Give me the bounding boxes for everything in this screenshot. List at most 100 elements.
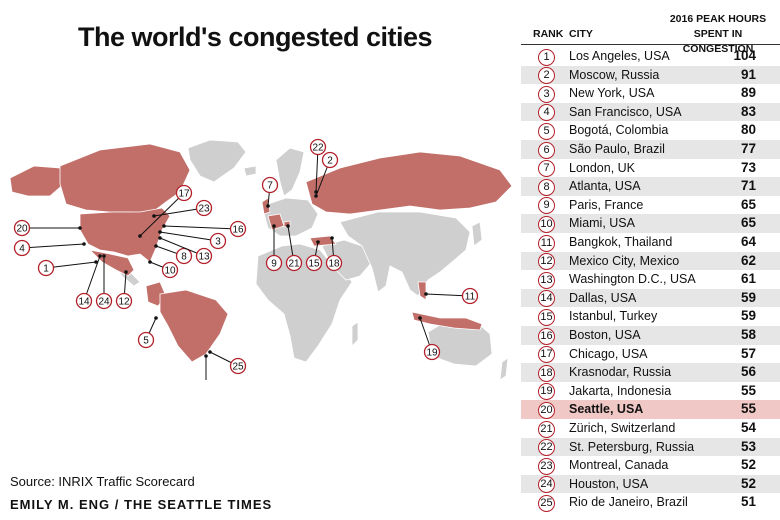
thailand-shape — [417, 281, 427, 301]
leader-line — [153, 207, 205, 217]
leader-line — [45, 261, 97, 269]
rank-badge: 2 — [538, 67, 555, 85]
rank-badge: 14 — [538, 290, 555, 308]
city-name: Miami, USA — [569, 216, 635, 231]
marker-circle — [423, 343, 441, 361]
city-dot — [286, 224, 290, 228]
asia-shape — [339, 211, 471, 297]
city-marker-19: 19 — [418, 316, 441, 361]
hours-value: 77 — [740, 141, 756, 156]
table-row: 1 Los Angeles, USA 104 — [521, 47, 780, 66]
city-dot — [158, 230, 162, 234]
table-row: 24 Houston, USA 52 — [521, 474, 780, 494]
rank-badge: 9 — [538, 197, 555, 215]
scandinavia-shape — [275, 147, 305, 197]
marker-circle — [305, 254, 323, 272]
chart-title: The world's congested cities — [78, 22, 433, 52]
city-name: Moscow, Russia — [569, 67, 660, 82]
table-row: 13 Washington D.C., USA 61 — [521, 270, 780, 289]
greenland-shape — [187, 139, 247, 183]
marker-label: 3 — [215, 237, 221, 248]
world-map: 1234567891011121314151617181920212223242… — [9, 138, 513, 380]
city-marker-18: 18 — [325, 236, 343, 272]
marker-label: 24 — [98, 297, 110, 308]
city-dot — [330, 236, 334, 240]
brazil-shape — [159, 289, 229, 363]
city-name: Istanbul, Turkey — [569, 309, 658, 324]
rank-badge: 19 — [538, 383, 555, 401]
rank-badge: 17 — [538, 346, 555, 364]
city-marker-3: 3 — [158, 230, 227, 250]
city-name: Chicago, USA — [569, 346, 648, 361]
hours-value: 52 — [740, 475, 756, 491]
rank-badge: 20 — [538, 401, 555, 419]
city-name: London, UK — [569, 160, 636, 175]
marker-circle — [285, 254, 303, 272]
marker-circle — [161, 261, 179, 279]
city-marker-13: 13 — [158, 236, 213, 265]
hours-value: 57 — [740, 345, 756, 361]
marker-label: 20 — [16, 224, 28, 235]
leader-line — [21, 243, 85, 249]
source-note: Source: INRIX Traffic Scorecard — [10, 474, 195, 489]
city-marker-9: 9 — [265, 224, 283, 272]
hours-value: 73 — [740, 159, 756, 175]
marker-label: 13 — [198, 252, 210, 263]
marker-circle — [13, 219, 31, 237]
marker-circle — [229, 357, 247, 375]
leader-line — [159, 231, 219, 242]
marker-label: 10 — [164, 266, 176, 277]
city-marker-7: 7 — [261, 176, 279, 208]
table-row: 11 Bangkok, Thailand 64 — [521, 233, 780, 252]
city-marker-22: 22 — [309, 138, 327, 194]
city-name: New York, USA — [569, 86, 655, 101]
city-name: Seattle, USA — [569, 402, 644, 417]
hours-value: 104 — [733, 48, 756, 63]
table-row: 17 Chicago, USA 57 — [521, 345, 780, 364]
marker-label: 12 — [118, 297, 130, 308]
city-name: Los Angeles, USA — [569, 49, 670, 63]
city-name: Zürich, Switzerland — [569, 421, 676, 435]
hours-value: 71 — [740, 178, 756, 194]
city-marker-4: 4 — [13, 239, 86, 257]
table-row: 16 Boston, USA 58 — [521, 326, 780, 345]
marker-circle — [265, 254, 283, 272]
marker-circle — [95, 292, 113, 310]
hours-value: 54 — [740, 420, 756, 435]
city-dot — [78, 226, 82, 230]
marker-label: 25 — [232, 362, 244, 373]
hours-value: 55 — [740, 401, 756, 417]
hours-column-header: 2016 PEAK HOURS SPENT IN CONGESTION — [658, 12, 778, 57]
marker-label: 11 — [465, 292, 476, 303]
city-marker-16: 16 — [162, 220, 247, 238]
marker-circle — [321, 151, 339, 169]
hours-value: 65 — [740, 215, 756, 231]
city-marker-23: 23 — [152, 199, 213, 218]
table-row: 9 Paris, France 65 — [521, 196, 780, 215]
city-marker-5: 5 — [137, 316, 158, 349]
city-dot — [162, 224, 166, 228]
city-markers: 1234567891011121314151617181920212223242… — [13, 138, 479, 380]
city-dot — [154, 316, 158, 320]
hours-value: 91 — [740, 66, 756, 82]
hours-value: 62 — [740, 252, 756, 268]
rank-badge: 5 — [538, 122, 555, 140]
city-name: Washington D.C., USA — [569, 272, 696, 287]
hours-value: 51 — [740, 494, 756, 510]
city-name: St. Petersburg, Russia — [569, 439, 695, 454]
marker-label: 14 — [78, 297, 90, 308]
marker-label: 15 — [308, 259, 320, 270]
city-dot — [148, 260, 152, 264]
city-dot — [124, 270, 128, 274]
rank-badge: 18 — [538, 364, 555, 382]
marker-circle — [325, 254, 343, 272]
city-name: Rio de Janeiro, Brazil — [569, 495, 688, 510]
turkey-shape — [309, 235, 337, 247]
hours-value: 53 — [740, 438, 756, 454]
city-marker-24: 24 — [95, 254, 113, 310]
city-dot — [158, 236, 162, 240]
table-row: 20 Seattle, USA 55 — [521, 400, 780, 419]
marker-circle — [195, 199, 213, 217]
hours-value: 52 — [740, 457, 756, 473]
city-marker-12: 12 — [115, 270, 133, 310]
